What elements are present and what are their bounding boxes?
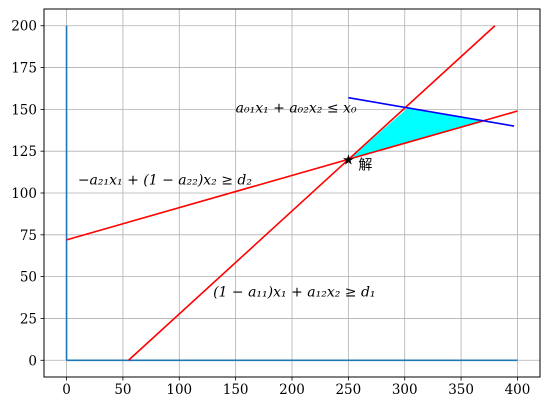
solution-star-marker: ★ — [342, 153, 355, 169]
y-tick-label: 100 — [11, 186, 37, 202]
y-tick-label: 125 — [11, 144, 37, 160]
x-tick-label: 150 — [223, 382, 249, 398]
y-tick-label: 200 — [11, 19, 37, 35]
series-line — [128, 25, 496, 361]
feasible-region-layer — [348, 107, 486, 160]
series-line — [348, 96, 515, 127]
series-line — [66, 110, 518, 241]
x-tick-label: 50 — [114, 382, 131, 398]
tick-labels: 0 50 100 150 200 250 300 350 400 0 25 50 75 100 125 150… — [11, 19, 530, 398]
annotation-budget-constraint: a₀₁x₁ + a₀₂x₂ ≤ x₀ — [236, 101, 357, 117]
solution-label: 解 — [358, 158, 372, 174]
x-tick-label: 200 — [279, 382, 305, 398]
x-tick-label: 0 — [62, 382, 71, 398]
series-lines-layer — [65, 25, 518, 362]
feasible-region — [348, 107, 486, 160]
x-tick-label: 100 — [166, 382, 192, 398]
annotations-layer: a₀₁x₁ + a₀₂x₂ ≤ x₀ −a₂₁x₁ + (1 − a₂₂)x₂ … — [78, 101, 376, 301]
annotation-sector2-constraint: −a₂₁x₁ + (1 − a₂₂)x₂ ≥ d₂ — [78, 173, 253, 189]
x-tick-label: 250 — [335, 382, 361, 398]
x-tick-label: 400 — [505, 382, 531, 398]
annotation-sector1-constraint: (1 − a₁₁)x₁ + a₁₂x₂ ≥ d₁ — [213, 285, 375, 301]
y-tick-label: 150 — [11, 102, 37, 118]
y-tick-label: 75 — [20, 228, 37, 244]
y-tick-label: 25 — [20, 311, 37, 327]
grid-lines — [44, 9, 540, 377]
y-tick-label: 0 — [28, 353, 37, 369]
y-tick-label: 175 — [11, 61, 37, 77]
axis-ticks — [40, 25, 518, 381]
x-tick-label: 300 — [392, 382, 418, 398]
y-tick-label: 50 — [20, 270, 37, 286]
x-tick-label: 350 — [448, 382, 474, 398]
